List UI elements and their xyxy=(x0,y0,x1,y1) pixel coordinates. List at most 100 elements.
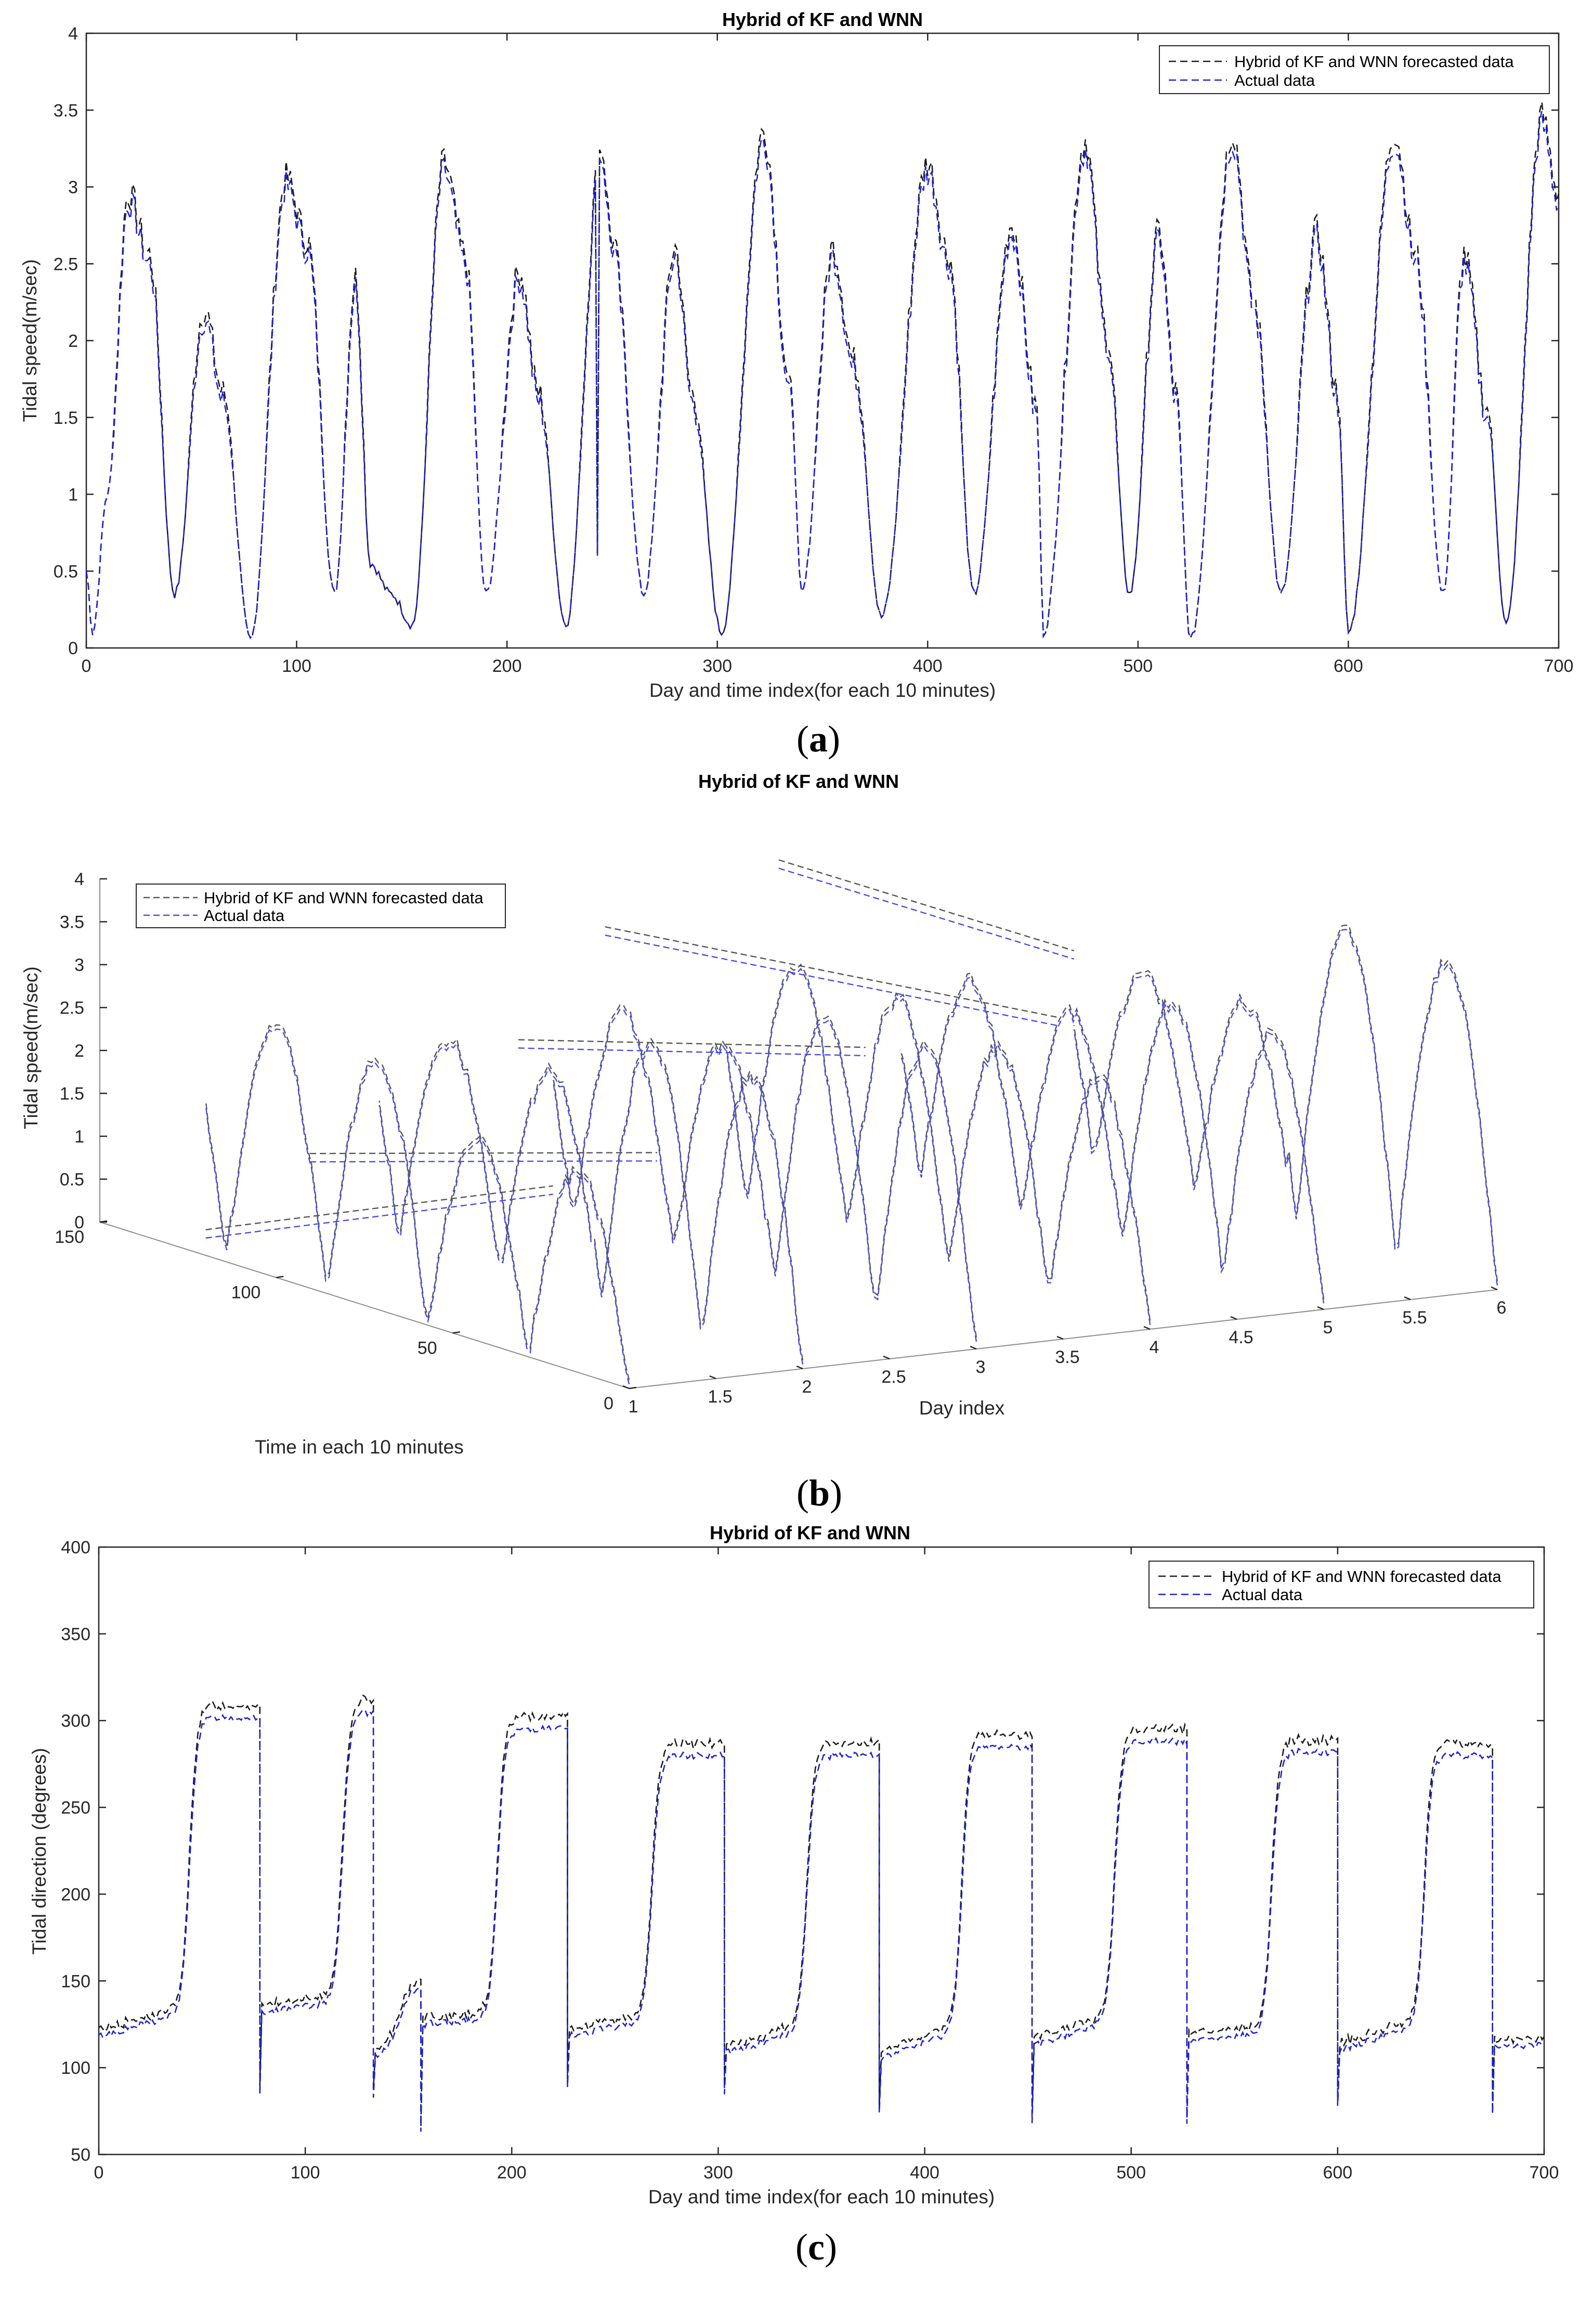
chart-c-legend-forecast: Hybrid of KF and WNN forecasted data xyxy=(1222,1567,1501,1586)
chart-c: Hybrid of KF and WNN 0 100 200 300 400 500 600… xyxy=(29,1522,1559,2268)
chart-c-xtick-label: 200 xyxy=(497,2163,527,2183)
chart-b-z-ticks: 0 0.5 1 1.5 2 2.5 3 3.5 4 xyxy=(60,869,107,1232)
chart-a: Hybrid of KF and WNN 0 100 200 300 400 500 600… xyxy=(19,9,1573,760)
chart-a-y-ticks: 0 0.5 1 1.5 2 2.5 3 3.5 4 xyxy=(54,24,1559,658)
chart-b-ytick-mark xyxy=(99,1220,108,1223)
chart-b-series-forecast-day xyxy=(899,972,1325,1300)
chart-b-ytick-mark xyxy=(629,1386,637,1390)
chart-b-xlabel: Day index xyxy=(919,1397,1005,1419)
chart-c-series-actual xyxy=(98,1708,1545,2132)
chart-c-legend: Hybrid of KF and WNN forecasted data Act… xyxy=(1148,1561,1534,1608)
chart-b-xtick-label: 4.5 xyxy=(1229,1328,1253,1347)
chart-c-ytick-label: 200 xyxy=(61,1885,90,1904)
chart-b-series-forecast-day xyxy=(726,963,1151,1321)
chart-c-ytick-label: 150 xyxy=(61,1971,90,1991)
chart-b-series-forecast-day xyxy=(552,1004,977,1338)
chart-c-xtick-label: 300 xyxy=(703,2163,733,2183)
chart-a-ytick-label: 2 xyxy=(68,331,78,351)
chart-a-xtick-label: 700 xyxy=(1544,656,1574,676)
chart-b-xtick-mark xyxy=(970,1345,977,1350)
chart-b-xtick-mark xyxy=(709,1375,716,1380)
chart-b-series-actual-day xyxy=(1073,929,1498,1286)
chart-b-xtick-label: 2 xyxy=(802,1377,812,1397)
chart-c-ytick-label: 350 xyxy=(61,1625,90,1644)
chart-b-ztick-label: 0 xyxy=(74,1213,84,1232)
chart-b-legend: Hybrid of KF and WNN forecasted data Act… xyxy=(136,884,506,928)
chart-b-wrap-forecast xyxy=(778,859,1074,952)
chart-b-ztick-label: 2.5 xyxy=(60,998,84,1018)
chart-b-wrap-forecast xyxy=(309,1152,658,1154)
chart-c-ylabel: Tidal direction (degrees) xyxy=(29,1748,50,1955)
chart-c-y-ticks: 50 100 150 200 250 300 350 400 xyxy=(61,1538,1544,2165)
chart-a-legend-actual: Actual data xyxy=(1234,71,1315,89)
chart-a-series-actual xyxy=(85,111,1560,640)
chart-b-ytick-label: 100 xyxy=(231,1283,261,1303)
chart-c-title: Hybrid of KF and WNN xyxy=(710,1522,910,1543)
chart-c-panel-label: (c) xyxy=(795,2226,837,2268)
chart-a-legend: Hybrid of KF and WNN forecasted data Act… xyxy=(1159,45,1550,94)
chart-b-xtick-label: 5.5 xyxy=(1402,1308,1427,1328)
chart-b-ztick-label: 4 xyxy=(74,869,84,889)
chart-c-xlabel: Day and time index(for each 10 minutes) xyxy=(648,2186,995,2208)
chart-a-ytick-label: 1.5 xyxy=(54,408,78,428)
chart-c-ytick-label: 50 xyxy=(71,2145,90,2165)
chart-a-ytick-label: 0 xyxy=(68,639,78,658)
chart-a-ytick-label: 4 xyxy=(68,24,78,44)
chart-a-xtick-label: 400 xyxy=(913,656,943,676)
chart-b-xtick-mark xyxy=(1143,1326,1151,1330)
chart-b-series xyxy=(205,859,1498,1385)
chart-a-panel-label: (a) xyxy=(796,718,840,760)
chart-b-x-ticks: 1 1.5 2 2.5 3 3.5 4 4.5 5 5.5 6 xyxy=(622,1286,1507,1417)
chart-b-xtick-label: 1 xyxy=(629,1397,638,1417)
chart-a-series-forecast xyxy=(85,101,1560,640)
chart-c-ytick-label: 250 xyxy=(61,1798,90,1818)
chart-b-zlabel: Tidal speed(m/sec) xyxy=(20,966,42,1129)
chart-b-xtick-label: 1.5 xyxy=(708,1387,732,1407)
chart-b-xtick-mark xyxy=(883,1355,890,1360)
chart-b-ztick-label: 3 xyxy=(74,955,84,975)
chart-c-ytick-label: 400 xyxy=(61,1538,90,1557)
chart-a-xtick-label: 0 xyxy=(82,656,92,676)
chart-a-x-ticks: 0 100 200 300 400 500 600 700 xyxy=(82,33,1574,676)
chart-a-legend-forecast: Hybrid of KF and WNN forecasted data xyxy=(1234,53,1514,71)
chart-b-wrap-forecast xyxy=(518,1039,866,1048)
chart-b-wrap-actual xyxy=(518,1047,866,1057)
chart-a-ytick-label: 3.5 xyxy=(54,101,78,121)
chart-b-ylabel: Time in each 10 minutes xyxy=(255,1436,464,1458)
chart-a-plot-area xyxy=(85,32,1560,649)
chart-b-ztick-label: 3.5 xyxy=(60,913,84,932)
chart-b-xtick-label: 3.5 xyxy=(1055,1347,1079,1367)
chart-b-xtick-label: 3 xyxy=(976,1357,986,1377)
chart-b-wrap-actual xyxy=(605,934,1057,1026)
chart-b-xtick-mark xyxy=(622,1385,630,1390)
chart-b-panel-label: (b) xyxy=(796,1472,842,1514)
chart-b-ztick-label: 1.5 xyxy=(60,1084,84,1104)
chart-b-xtick-label: 2.5 xyxy=(881,1367,906,1387)
chart-b-legend-actual: Actual data xyxy=(204,906,285,925)
chart-a-ytick-label: 1 xyxy=(68,485,78,505)
chart-c-legend-actual: Actual data xyxy=(1222,1586,1303,1604)
chart-b-xtick-mark xyxy=(1317,1306,1324,1310)
chart-b-series-actual-day xyxy=(378,1042,804,1365)
chart-c-xtick-label: 0 xyxy=(94,2163,104,2183)
chart-a-xtick-label: 200 xyxy=(492,656,522,676)
chart-c-legend-box xyxy=(1148,1561,1534,1608)
chart-b-ytick-label: 50 xyxy=(417,1338,437,1358)
chart-b-ztick-label: 1 xyxy=(74,1127,84,1147)
chart-b-legend-box xyxy=(136,884,506,928)
chart-b-xtick-mark xyxy=(1404,1296,1411,1301)
chart-b-xtick-mark xyxy=(1056,1335,1064,1340)
chart-b-xtick-label: 6 xyxy=(1497,1298,1507,1318)
chart-b-wrap-actual xyxy=(778,867,1074,960)
chart-a-xtick-label: 100 xyxy=(282,656,311,676)
chart-b-title: Hybrid of KF and WNN xyxy=(698,771,899,792)
chart-c-series-forecast xyxy=(98,1694,1545,2127)
chart-b-ytick-label: 150 xyxy=(55,1227,84,1247)
chart-c-series xyxy=(98,1694,1545,2132)
chart-b-xtick-mark xyxy=(1230,1316,1237,1320)
chart-c-xtick-label: 400 xyxy=(910,2163,939,2183)
chart-c-xtick-label: 100 xyxy=(291,2163,320,2183)
chart-a-xlabel: Day and time index(for each 10 minutes) xyxy=(649,680,996,701)
chart-a-title: Hybrid of KF and WNN xyxy=(722,9,923,30)
